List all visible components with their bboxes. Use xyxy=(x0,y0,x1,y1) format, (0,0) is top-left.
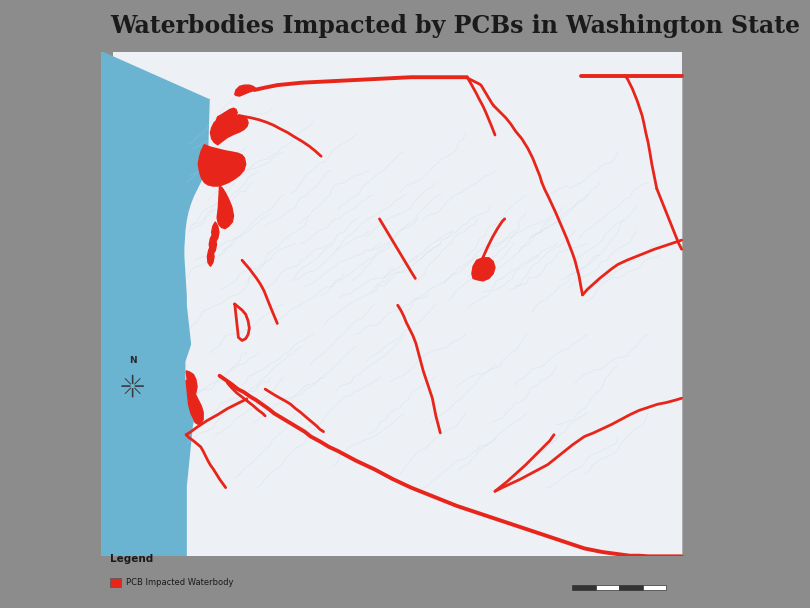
Polygon shape xyxy=(198,145,245,186)
FancyBboxPatch shape xyxy=(113,52,682,556)
Bar xyxy=(643,585,667,590)
Polygon shape xyxy=(186,371,197,395)
Polygon shape xyxy=(211,222,219,242)
Bar xyxy=(110,578,121,587)
Polygon shape xyxy=(472,258,495,281)
FancyBboxPatch shape xyxy=(101,0,709,52)
Text: Legend: Legend xyxy=(110,554,153,564)
Polygon shape xyxy=(186,380,203,424)
Text: Waterbodies Impacted by PCBs in Washington State: Waterbodies Impacted by PCBs in Washingt… xyxy=(110,13,800,38)
Polygon shape xyxy=(207,246,214,266)
FancyBboxPatch shape xyxy=(101,556,709,608)
Polygon shape xyxy=(211,115,248,145)
Polygon shape xyxy=(101,52,221,556)
Text: PCB Impacted Waterbody: PCB Impacted Waterbody xyxy=(126,578,233,587)
Polygon shape xyxy=(186,76,682,556)
Polygon shape xyxy=(235,85,255,96)
Polygon shape xyxy=(217,185,233,229)
Bar xyxy=(620,585,643,590)
Polygon shape xyxy=(216,108,237,126)
Polygon shape xyxy=(209,234,216,254)
Text: N: N xyxy=(129,356,136,365)
Bar xyxy=(572,585,596,590)
Bar xyxy=(596,585,620,590)
